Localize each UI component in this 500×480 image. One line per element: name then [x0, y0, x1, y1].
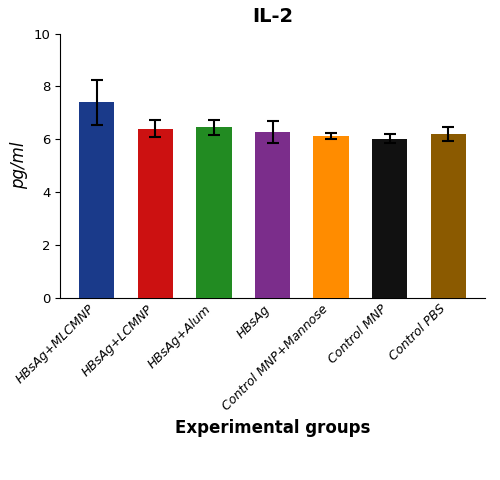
- Bar: [314, 136, 348, 298]
- Bar: [255, 132, 290, 298]
- Bar: [372, 139, 407, 298]
- Bar: [80, 102, 114, 298]
- X-axis label: Experimental groups: Experimental groups: [175, 419, 370, 437]
- Title: IL-2: IL-2: [252, 8, 293, 26]
- Bar: [430, 134, 466, 298]
- Y-axis label: pg/ml: pg/ml: [10, 142, 28, 189]
- Bar: [196, 127, 232, 298]
- Bar: [138, 129, 173, 298]
